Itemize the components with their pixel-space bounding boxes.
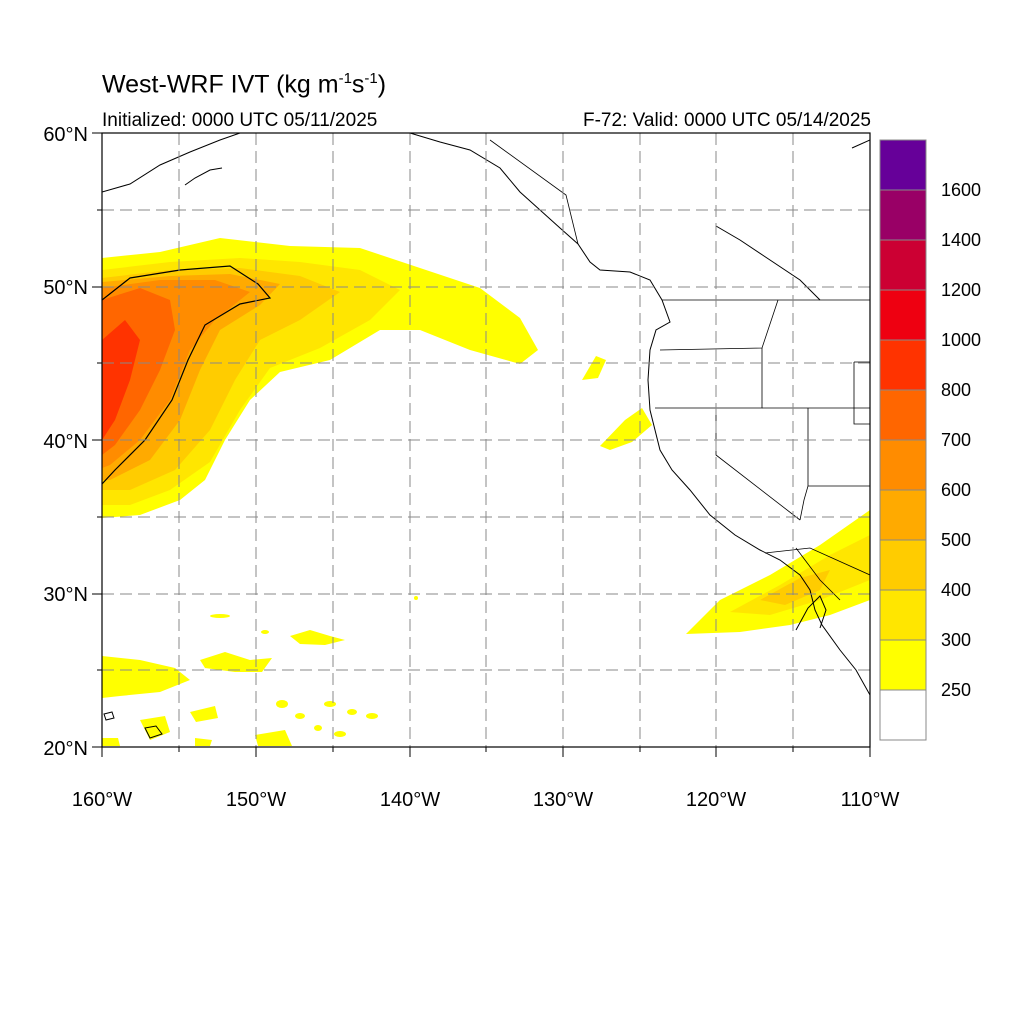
init-time-label: Initialized: 0000 UTC 05/11/2025	[102, 110, 378, 131]
lon-tick-label: 140°W	[380, 789, 440, 811]
colorbar-label: 600	[941, 480, 971, 500]
ivt-small-specks	[210, 596, 418, 737]
ivt-south-plume-400	[760, 570, 830, 605]
ivt-tropical-patch	[102, 738, 120, 746]
ivt-tropical-patch	[200, 652, 272, 672]
ivt-tropical-patch	[190, 706, 218, 722]
colorbar-swatch	[879, 189, 927, 241]
chart-title: West-WRF IVT (kg m-1s-1)	[102, 70, 387, 99]
colorbar-swatch	[879, 139, 927, 191]
colorbar-swatch	[879, 689, 927, 741]
ivt-plume-800	[102, 320, 140, 440]
colorbar: 250 300 400 500 600 700 800 1000 1200 1400 1600	[879, 139, 981, 741]
colorbar-swatch	[879, 639, 927, 691]
ivt-tropical-patch	[195, 738, 212, 746]
colorbar-label: 400	[941, 580, 971, 600]
colorbar-label: 1600	[941, 180, 981, 200]
colorbar-label: 500	[941, 530, 971, 550]
lon-tick-label: 150°W	[226, 789, 286, 811]
colorbar-swatch	[879, 289, 927, 341]
colorbar-label: 700	[941, 430, 971, 450]
colorbar-swatch	[879, 489, 927, 541]
lat-tick-label: 40°N	[43, 431, 88, 453]
lon-tick-label: 160°W	[72, 789, 132, 811]
colorbar-swatch	[879, 339, 927, 391]
gridlines	[102, 133, 870, 747]
colorbar-label: 300	[941, 630, 971, 650]
colorbar-label: 1400	[941, 230, 981, 250]
ivt-patch-oregon	[582, 356, 606, 380]
lon-tick-label: 130°W	[533, 789, 593, 811]
lat-tick-labels: 20°N 30°N 40°N 50°N 60°N	[43, 124, 88, 760]
colorbar-label: 1200	[941, 280, 981, 300]
lat-tick-label: 30°N	[43, 584, 88, 606]
colorbar-swatch	[879, 239, 927, 291]
colorbar-label: 1000	[941, 330, 981, 350]
axis-ticks	[92, 132, 871, 757]
colorbar-swatch	[879, 389, 927, 441]
coastlines	[102, 133, 870, 739]
ivt-patch-california	[600, 408, 652, 450]
lat-tick-label: 20°N	[43, 738, 88, 760]
lon-tick-label: 110°W	[841, 789, 900, 811]
colorbar-label: 800	[941, 380, 971, 400]
lat-tick-label: 60°N	[43, 124, 88, 146]
ivt-tropical-patch	[255, 730, 292, 746]
colorbar-label: 250	[941, 680, 971, 700]
ivt-shading	[102, 238, 870, 746]
lon-tick-label: 120°W	[686, 789, 746, 811]
colorbar-swatch	[879, 539, 927, 591]
valid-time-label: F-72: Valid: 0000 UTC 05/14/2025	[583, 110, 871, 131]
colorbar-swatch	[879, 589, 927, 641]
ivt-tropical-patch	[290, 630, 345, 645]
colorbar-swatch	[879, 439, 927, 491]
lat-tick-label: 50°N	[43, 277, 88, 299]
ivt-tropical-patch	[102, 656, 190, 698]
ivt-south-plume-250	[686, 510, 870, 634]
state-borders	[489, 139, 870, 601]
lon-tick-labels: 160°W 150°W 140°W 130°W 120°W 110°W	[72, 789, 900, 811]
